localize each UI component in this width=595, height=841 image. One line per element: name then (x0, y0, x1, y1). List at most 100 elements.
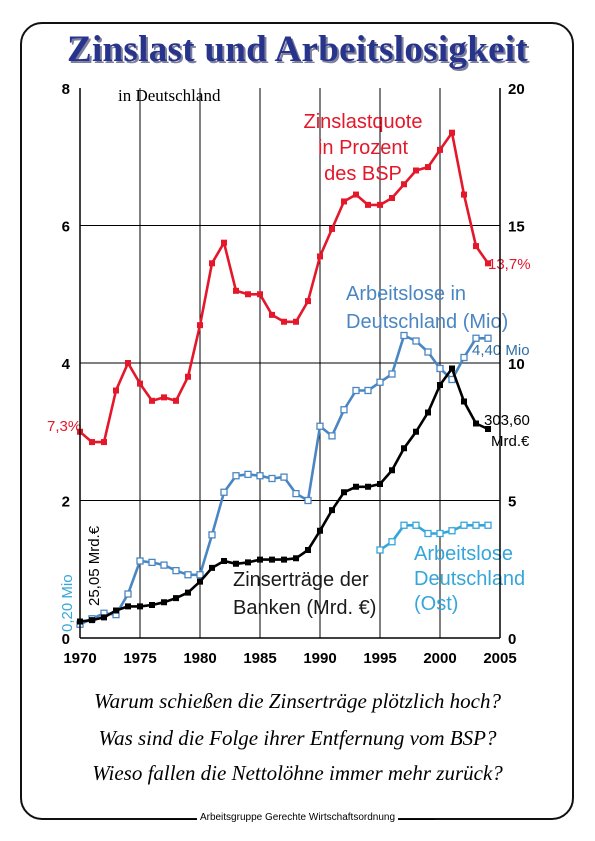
series-name-label: Deutschland (Mio) (346, 311, 508, 333)
data-point (425, 531, 431, 537)
data-point (257, 557, 263, 563)
series-name-label: des BSP (324, 163, 402, 185)
data-point (185, 572, 191, 578)
data-point (437, 147, 443, 153)
data-point (209, 260, 215, 266)
data-point (473, 243, 479, 249)
data-point (149, 398, 155, 404)
right-y-tick-label: 15 (508, 219, 525, 236)
data-point (173, 595, 179, 601)
data-point (413, 168, 419, 174)
data-point (461, 355, 467, 361)
data-point (269, 557, 275, 563)
footer-text: Arbeitsgruppe Gerechte Wirtschaftsordnun… (197, 812, 398, 823)
data-point (113, 608, 119, 614)
series-name-label: (Ost) (414, 593, 458, 615)
data-point (257, 291, 263, 297)
left-y-tick-label: 4 (62, 356, 71, 373)
data-point (305, 547, 311, 553)
zinslast-end-label: 13,7% (488, 256, 531, 273)
data-point (281, 557, 287, 563)
data-point (437, 531, 443, 537)
data-point (281, 319, 287, 325)
data-point (89, 439, 95, 445)
data-point (89, 617, 95, 623)
data-point (269, 312, 275, 318)
data-point (149, 559, 155, 565)
data-point (281, 474, 287, 480)
data-point (341, 407, 347, 413)
data-point (293, 555, 299, 561)
data-point (377, 547, 383, 553)
data-point (245, 291, 251, 297)
data-point (401, 445, 407, 451)
data-point (245, 471, 251, 477)
data-point (197, 572, 203, 578)
data-point (245, 559, 251, 565)
data-point (437, 366, 443, 372)
data-point (125, 603, 131, 609)
data-point (137, 603, 143, 609)
arbeitslose-start-label: 0,20 Mio (59, 574, 76, 632)
data-point (425, 410, 431, 416)
series-name-label: Zinserträge der (233, 569, 369, 591)
data-point (161, 599, 167, 605)
data-point (197, 322, 203, 328)
data-point (233, 473, 239, 479)
data-point (221, 558, 227, 564)
right-y-tick-label: 0 (508, 631, 516, 648)
data-point (317, 253, 323, 259)
data-point (353, 484, 359, 490)
data-point (413, 338, 419, 344)
left-y-tick-label: 0 (62, 631, 70, 648)
data-point (137, 381, 143, 387)
data-point (485, 522, 491, 528)
question-3: Wieso fallen die Nettolöhne immer mehr z… (0, 761, 595, 786)
data-point (293, 319, 299, 325)
data-point (365, 388, 371, 394)
data-point (209, 532, 215, 538)
chart-subtitle: in Deutschland (118, 86, 221, 105)
data-point (389, 195, 395, 201)
data-point (173, 398, 179, 404)
x-tick-label: 2000 (423, 650, 456, 667)
x-tick-label: 1995 (363, 650, 396, 667)
data-point (221, 240, 227, 246)
x-tick-label: 1970 (63, 650, 96, 667)
data-point (341, 198, 347, 204)
data-point (401, 333, 407, 339)
data-point (449, 366, 455, 372)
data-point (305, 498, 311, 504)
data-point (473, 421, 479, 427)
x-tick-label: 1980 (183, 650, 216, 667)
data-point (437, 382, 443, 388)
data-point (449, 528, 455, 534)
data-point (197, 579, 203, 585)
data-point (257, 473, 263, 479)
data-point (317, 423, 323, 429)
data-point (221, 489, 227, 495)
data-point (101, 614, 107, 620)
data-point (485, 335, 491, 341)
question-1: Warum schießen die Zinserträge plötzlich… (0, 689, 595, 714)
data-point (101, 439, 107, 445)
zinsertraege-end-label-1: 303,60 (484, 412, 530, 429)
data-point (413, 522, 419, 528)
data-point (377, 379, 383, 385)
data-point (329, 507, 335, 513)
right-y-tick-label: 5 (508, 494, 516, 511)
data-point (449, 130, 455, 136)
data-point (341, 489, 347, 495)
data-point (317, 528, 323, 534)
data-point (209, 565, 215, 571)
question-2: Was sind die Folge ihrer Entfernung vom … (0, 726, 595, 751)
data-point (161, 562, 167, 568)
data-point (389, 539, 395, 545)
data-point (413, 429, 419, 435)
data-point (365, 484, 371, 490)
data-point (305, 298, 311, 304)
data-point (389, 467, 395, 473)
data-point (377, 481, 383, 487)
series-name-label: Zinslastquote (304, 111, 423, 133)
data-point (353, 192, 359, 198)
